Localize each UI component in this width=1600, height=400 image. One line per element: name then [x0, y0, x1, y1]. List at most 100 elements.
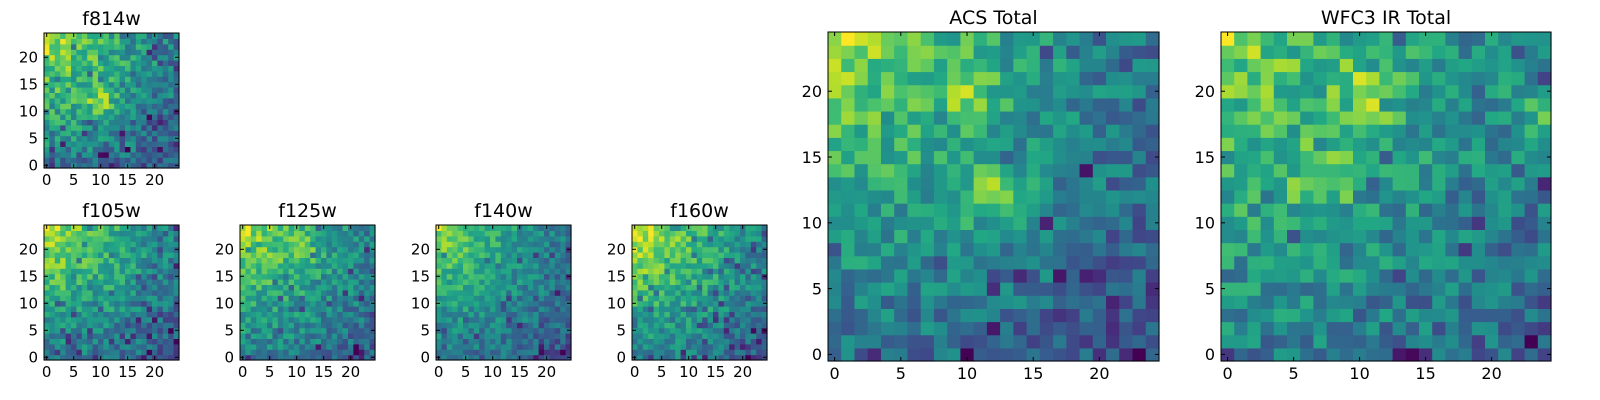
heatmap-cell: [463, 246, 469, 253]
y-tick-label: 5: [1205, 279, 1215, 298]
heatmap-cell: [1392, 124, 1407, 138]
heatmap-cell: [1221, 268, 1235, 283]
heatmap-cell: [250, 225, 257, 231]
heatmap-cell: [554, 235, 561, 242]
heatmap-cell: [76, 354, 83, 361]
heatmap-cell: [60, 289, 67, 296]
heatmap-cell: [315, 246, 322, 253]
heatmap-cell: [1260, 150, 1275, 165]
heatmap-cell: [261, 268, 268, 275]
heatmap-cell: [452, 338, 459, 345]
heatmap-cell: [342, 273, 349, 280]
heatmap-cell: [828, 71, 842, 86]
heatmap-cell: [81, 60, 88, 66]
axes-frame: [827, 31, 1160, 362]
heatmap-cell: [114, 333, 121, 339]
heatmap-cell: [686, 338, 692, 345]
heatmap-cell: [315, 289, 322, 296]
heatmap-cell: [1066, 347, 1081, 362]
heatmap-cell: [87, 279, 94, 285]
heatmap-cell: [1485, 124, 1499, 138]
heatmap-cell: [288, 333, 295, 339]
heatmap-cell: [245, 289, 252, 296]
heatmap-cell: [87, 92, 94, 99]
heatmap-cell: [1471, 45, 1486, 59]
heatmap-cell: [1053, 268, 1067, 283]
heatmap-cell: [1119, 163, 1134, 178]
heatmap-cell: [436, 343, 442, 350]
heatmap-cell: [44, 322, 50, 329]
heatmap-cell: [119, 235, 126, 242]
heatmap-cell: [740, 230, 746, 237]
heatmap-cell: [44, 141, 50, 147]
heatmap-cell: [304, 300, 311, 307]
heatmap-cell: [54, 230, 61, 237]
heatmap-cell: [713, 235, 719, 242]
heatmap-cell: [565, 279, 572, 285]
heatmap-cell: [702, 354, 709, 361]
heatmap-cell: [1106, 268, 1120, 283]
heatmap-cell: [659, 311, 665, 318]
heatmap-cell: [92, 257, 99, 264]
heatmap-cell: [342, 257, 349, 264]
heatmap-cell: [304, 333, 311, 339]
heatmap-cell: [517, 262, 523, 269]
heatmap-cell: [44, 38, 50, 45]
heatmap-cell: [54, 284, 61, 291]
heatmap-cell: [632, 338, 638, 345]
heatmap-cell: [1537, 255, 1552, 270]
heatmap-cell: [1300, 137, 1314, 152]
heatmap-cell: [446, 354, 453, 361]
heatmap-cell: [1300, 229, 1314, 244]
x-tick-label: 5: [69, 363, 79, 381]
heatmap-cell: [130, 295, 137, 302]
heatmap-cell: [135, 327, 142, 334]
heatmap-cell: [1326, 268, 1341, 283]
heatmap-cell: [146, 241, 153, 248]
heatmap-cell: [1273, 308, 1288, 323]
heatmap-cell: [1000, 58, 1014, 73]
heatmap-cell: [729, 273, 736, 280]
heatmap-cell: [718, 235, 725, 242]
heatmap-cell: [364, 306, 371, 312]
heatmap-cell: [173, 87, 180, 93]
heatmap-cell: [310, 295, 317, 302]
heatmap-cell: [108, 279, 115, 285]
heatmap-cell: [168, 311, 175, 318]
heatmap-cell: [473, 268, 480, 275]
heatmap-cell: [277, 333, 284, 339]
heatmap-cell: [648, 284, 655, 291]
heatmap-cell: [337, 235, 344, 242]
heatmap-cell: [1524, 308, 1539, 323]
heatmap-cell: [920, 137, 935, 152]
heatmap-cell: [867, 189, 882, 204]
heatmap-cell: [54, 306, 61, 312]
heatmap-cell: [854, 71, 869, 86]
heatmap-cell: [152, 65, 158, 72]
heatmap-cell: [880, 45, 895, 59]
heatmap-cell: [986, 84, 1001, 99]
heatmap-cell: [49, 235, 56, 242]
heatmap-cell: [92, 333, 99, 339]
heatmap-cell: [452, 306, 459, 312]
heatmap-cell: [707, 252, 714, 258]
heatmap-cell: [841, 282, 856, 296]
heatmap-cell: [986, 189, 1001, 204]
heatmap-cell: [495, 338, 502, 345]
heatmap-cell: [256, 295, 263, 302]
heatmap-cell: [648, 306, 655, 312]
heatmap-cell: [321, 257, 327, 264]
heatmap-cell: [653, 349, 660, 356]
heatmap-cell: [114, 241, 121, 248]
heatmap-cell: [76, 300, 83, 307]
heatmap-cell: [637, 306, 644, 312]
heatmap-cell: [1524, 255, 1539, 270]
heatmap-cell: [565, 262, 572, 269]
heatmap-cell: [1419, 71, 1433, 86]
heatmap-cell: [756, 343, 763, 350]
heatmap-cell: [734, 273, 741, 280]
heatmap-cell: [1419, 308, 1433, 323]
heatmap-cell: [125, 268, 131, 275]
heatmap-cell: [1419, 321, 1433, 336]
heatmap-cell: [468, 300, 475, 307]
